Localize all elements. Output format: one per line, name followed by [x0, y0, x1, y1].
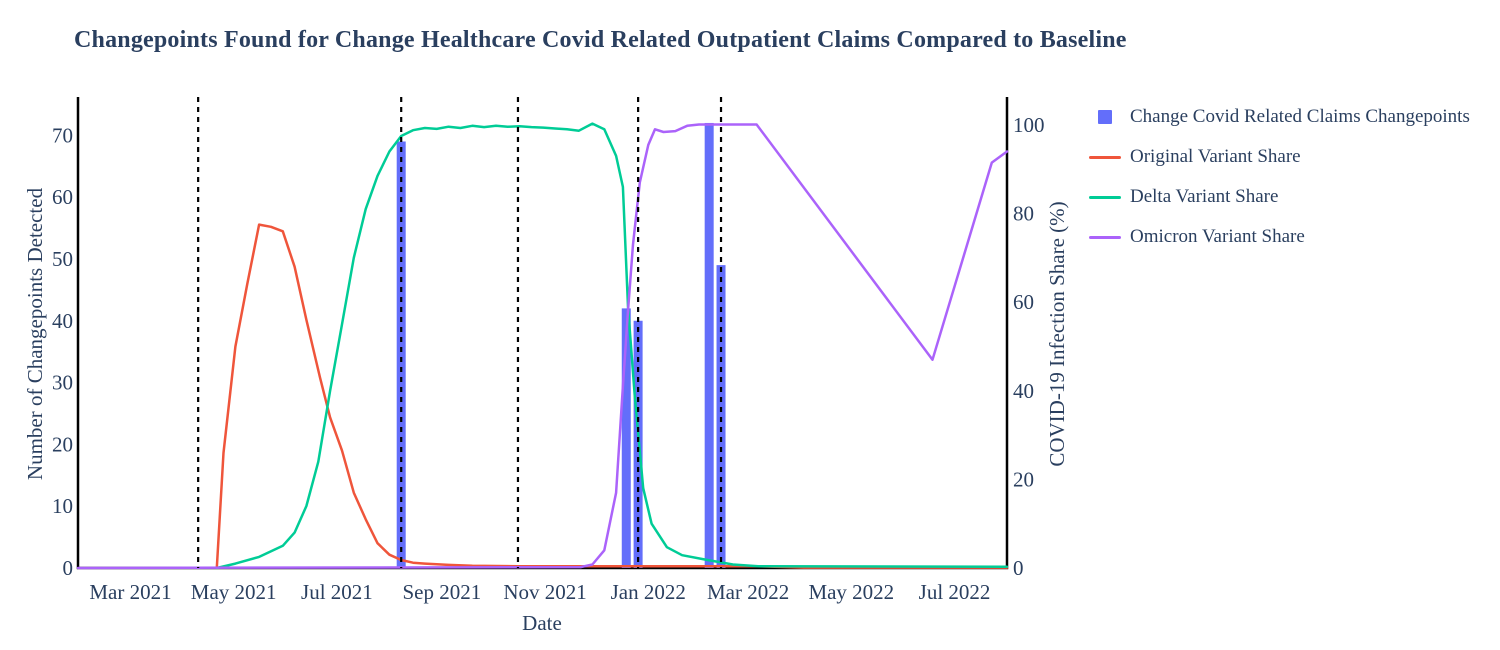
original-variant-legend-swatch [1089, 155, 1121, 159]
x-tick-label: Jul 2022 [919, 580, 991, 604]
y-left-tick-label: 20 [52, 432, 73, 456]
y-right-tick-label: 60 [1013, 290, 1034, 314]
y-left-tick-label: 10 [52, 494, 73, 518]
legend-label: Omicron Variant Share [1130, 226, 1305, 247]
y-axis-title-right: COVID-19 Infection Share (%) [1045, 201, 1069, 466]
legend-label: Change Covid Related Claims Changepoints [1130, 106, 1470, 127]
changepoint-bar [396, 141, 406, 568]
delta-variant-legend-swatch [1089, 195, 1121, 199]
y-left-tick-label: 70 [52, 123, 73, 147]
changepoint-bar [716, 265, 726, 568]
y-right-tick-label: 0 [1013, 556, 1024, 580]
x-tick-label: Mar 2022 [707, 580, 789, 604]
chart-title: Changepoints Found for Change Healthcare… [74, 27, 1127, 53]
y-left-tick-label: 0 [63, 556, 74, 580]
delta-variant-share-line [215, 122, 1009, 570]
legend: Change Covid Related Claims Changepoints… [1088, 97, 1470, 257]
y-left-tick-label: 60 [52, 185, 73, 209]
changepoint-bar [621, 308, 631, 568]
x-tick-label: Nov 2021 [503, 580, 586, 604]
y-right-tick-label: 80 [1013, 202, 1034, 226]
x-tick-label: May 2022 [808, 580, 894, 604]
omicron-variant-legend-swatch [1089, 235, 1121, 239]
axis-frame [76, 97, 1009, 570]
y-axis-title-left: Number of Changepoints Detected [23, 187, 47, 480]
y-right-tick-label: 40 [1013, 379, 1034, 403]
x-tick-label: May 2021 [191, 580, 277, 604]
changepoint-bar [704, 122, 714, 568]
legend-label: Original Variant Share [1130, 146, 1301, 167]
y-left-tick-label: 50 [52, 247, 73, 271]
legend-item-delta-variant[interactable]: Delta Variant Share [1088, 177, 1470, 217]
x-tick-label: Mar 2021 [89, 580, 171, 604]
omicron-variant-share-line [76, 123, 1009, 570]
x-axis-title: Date [522, 611, 562, 635]
y-left-tick-label: 40 [52, 309, 73, 333]
legend-label: Delta Variant Share [1130, 186, 1279, 207]
changepoints-legend-swatch [1098, 110, 1112, 124]
legend-item-original-variant[interactable]: Original Variant Share [1088, 137, 1470, 177]
y-left-tick-label: 30 [52, 371, 73, 395]
x-tick-label: Jul 2021 [301, 580, 373, 604]
x-tick-label: Jan 2022 [611, 580, 686, 604]
y-right-tick-label: 20 [1013, 467, 1034, 491]
chart-marks: Mar 2021 May 2021 Jul 2021 Sep 2021 Nov 2021… [52, 97, 1045, 604]
y-right-tick-label: 100 [1013, 113, 1045, 137]
x-tick-label: Sep 2021 [402, 580, 481, 604]
legend-item-omicron-variant[interactable]: Omicron Variant Share [1088, 217, 1470, 257]
legend-item-changepoints[interactable]: Change Covid Related Claims Changepoints [1088, 97, 1470, 137]
